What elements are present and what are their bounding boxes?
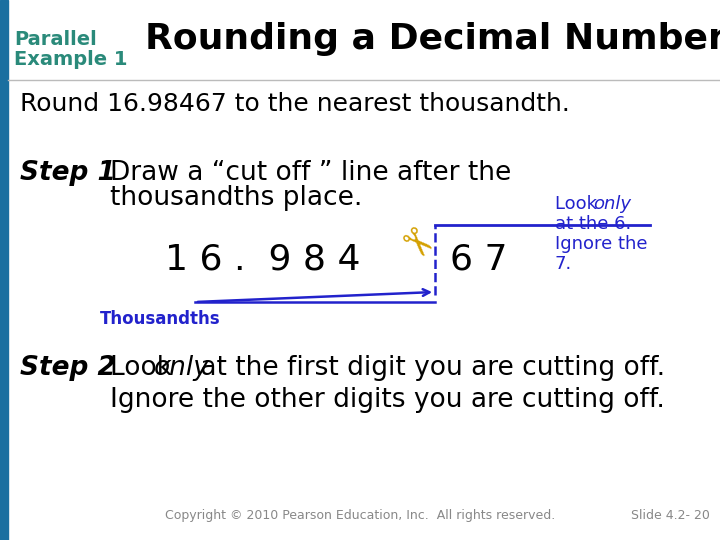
Text: 1 6 .  9 8 4: 1 6 . 9 8 4	[165, 243, 361, 277]
Text: Ignore the: Ignore the	[555, 235, 647, 253]
Text: Round 16.98467 to the nearest thousandth.: Round 16.98467 to the nearest thousandth…	[20, 92, 570, 116]
Text: Parallel: Parallel	[14, 30, 96, 49]
Text: Draw a “cut off ” line after the: Draw a “cut off ” line after the	[110, 160, 511, 186]
Text: only: only	[593, 195, 631, 213]
Text: at the 6.: at the 6.	[555, 215, 631, 233]
Text: 7.: 7.	[555, 255, 572, 273]
Text: Slide 4.2- 20: Slide 4.2- 20	[631, 509, 710, 522]
Text: 6 7: 6 7	[450, 243, 508, 277]
Text: Example 1: Example 1	[14, 50, 127, 69]
Text: Thousandths: Thousandths	[100, 310, 220, 328]
Text: ✂: ✂	[390, 220, 440, 270]
Bar	[0, 0, 8, 540]
Text: Copyright © 2010 Pearson Education, Inc.  All rights reserved.: Copyright © 2010 Pearson Education, Inc.…	[165, 509, 555, 522]
Text: Step 1: Step 1	[20, 160, 116, 186]
Text: Ignore the other digits you are cutting off.: Ignore the other digits you are cutting …	[110, 387, 665, 413]
Text: Look: Look	[110, 355, 181, 381]
Text: Step 2: Step 2	[20, 355, 116, 381]
Text: Look: Look	[555, 195, 603, 213]
Text: at the first digit you are cutting off.: at the first digit you are cutting off.	[192, 355, 665, 381]
Text: Rounding a Decimal Number: Rounding a Decimal Number	[145, 22, 720, 56]
Text: only: only	[154, 355, 210, 381]
Text: thousandths place.: thousandths place.	[110, 185, 362, 211]
